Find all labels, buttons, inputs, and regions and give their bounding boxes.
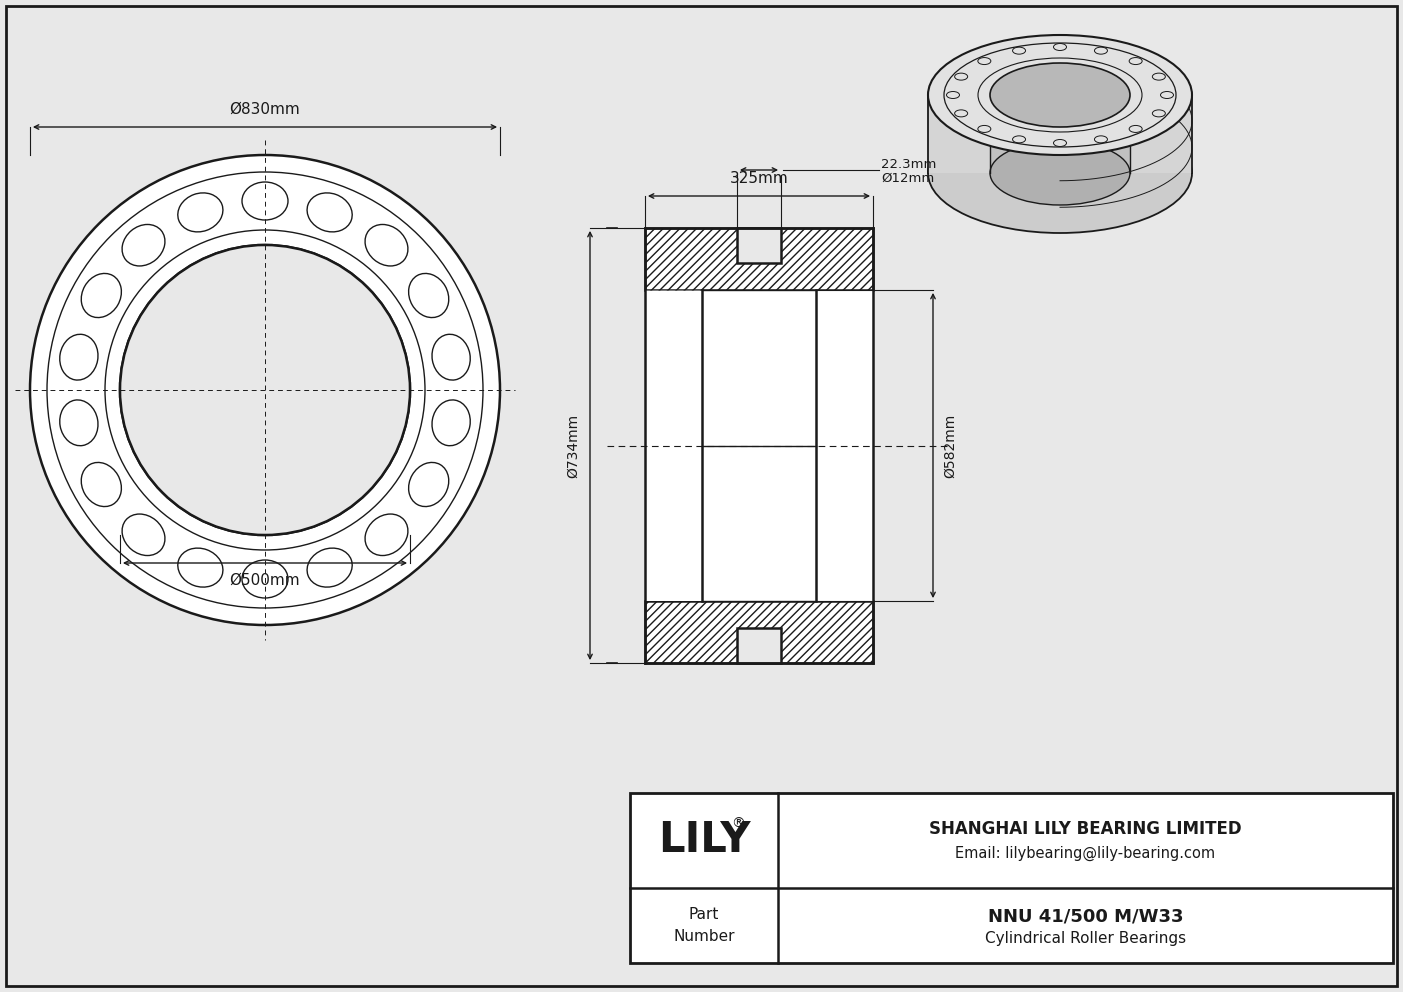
- Text: SHANGHAI LILY BEARING LIMITED: SHANGHAI LILY BEARING LIMITED: [929, 820, 1242, 838]
- Ellipse shape: [122, 224, 166, 266]
- Ellipse shape: [122, 514, 166, 556]
- Ellipse shape: [991, 63, 1129, 127]
- Ellipse shape: [927, 35, 1193, 155]
- Bar: [645, 601, 873, 663]
- Ellipse shape: [991, 141, 1129, 205]
- Bar: [737, 228, 781, 263]
- Ellipse shape: [81, 274, 122, 317]
- Text: Part
Number: Part Number: [673, 907, 735, 944]
- Bar: [645, 228, 873, 663]
- Circle shape: [29, 155, 499, 625]
- Polygon shape: [991, 95, 1129, 173]
- Polygon shape: [927, 95, 1193, 173]
- Ellipse shape: [241, 182, 288, 220]
- Bar: [645, 228, 873, 290]
- Ellipse shape: [241, 560, 288, 598]
- Text: Ø500mm: Ø500mm: [230, 573, 300, 588]
- Bar: [737, 628, 781, 663]
- Text: Email: lilybearing@lily-bearing.com: Email: lilybearing@lily-bearing.com: [955, 846, 1215, 861]
- Circle shape: [121, 245, 410, 535]
- Ellipse shape: [365, 224, 408, 266]
- Text: Ø734mm: Ø734mm: [565, 414, 579, 477]
- Bar: [645, 228, 873, 290]
- Text: ®: ®: [731, 816, 745, 830]
- Ellipse shape: [408, 274, 449, 317]
- Ellipse shape: [365, 514, 408, 556]
- Text: Ø582mm: Ø582mm: [943, 414, 957, 477]
- Ellipse shape: [927, 113, 1193, 233]
- Circle shape: [121, 245, 410, 535]
- Text: Cylindrical Roller Bearings: Cylindrical Roller Bearings: [985, 931, 1186, 946]
- Ellipse shape: [178, 549, 223, 587]
- Ellipse shape: [408, 462, 449, 507]
- Text: LILY: LILY: [658, 819, 751, 861]
- Bar: [645, 290, 873, 601]
- Circle shape: [105, 230, 425, 550]
- Text: NNU 41/500 M/W33: NNU 41/500 M/W33: [988, 908, 1183, 926]
- Circle shape: [46, 172, 483, 608]
- Ellipse shape: [432, 334, 470, 380]
- Ellipse shape: [60, 334, 98, 380]
- Ellipse shape: [432, 400, 470, 445]
- Bar: [630, 793, 1393, 963]
- Ellipse shape: [81, 462, 122, 507]
- Text: Ø830mm: Ø830mm: [230, 102, 300, 117]
- Bar: [645, 601, 873, 663]
- Text: 22.3mm: 22.3mm: [881, 158, 936, 171]
- Ellipse shape: [307, 549, 352, 587]
- Bar: [702, 290, 817, 601]
- Ellipse shape: [60, 400, 98, 445]
- Ellipse shape: [307, 192, 352, 232]
- Ellipse shape: [178, 192, 223, 232]
- Text: 325mm: 325mm: [730, 171, 788, 186]
- Text: Ø12mm: Ø12mm: [881, 172, 934, 185]
